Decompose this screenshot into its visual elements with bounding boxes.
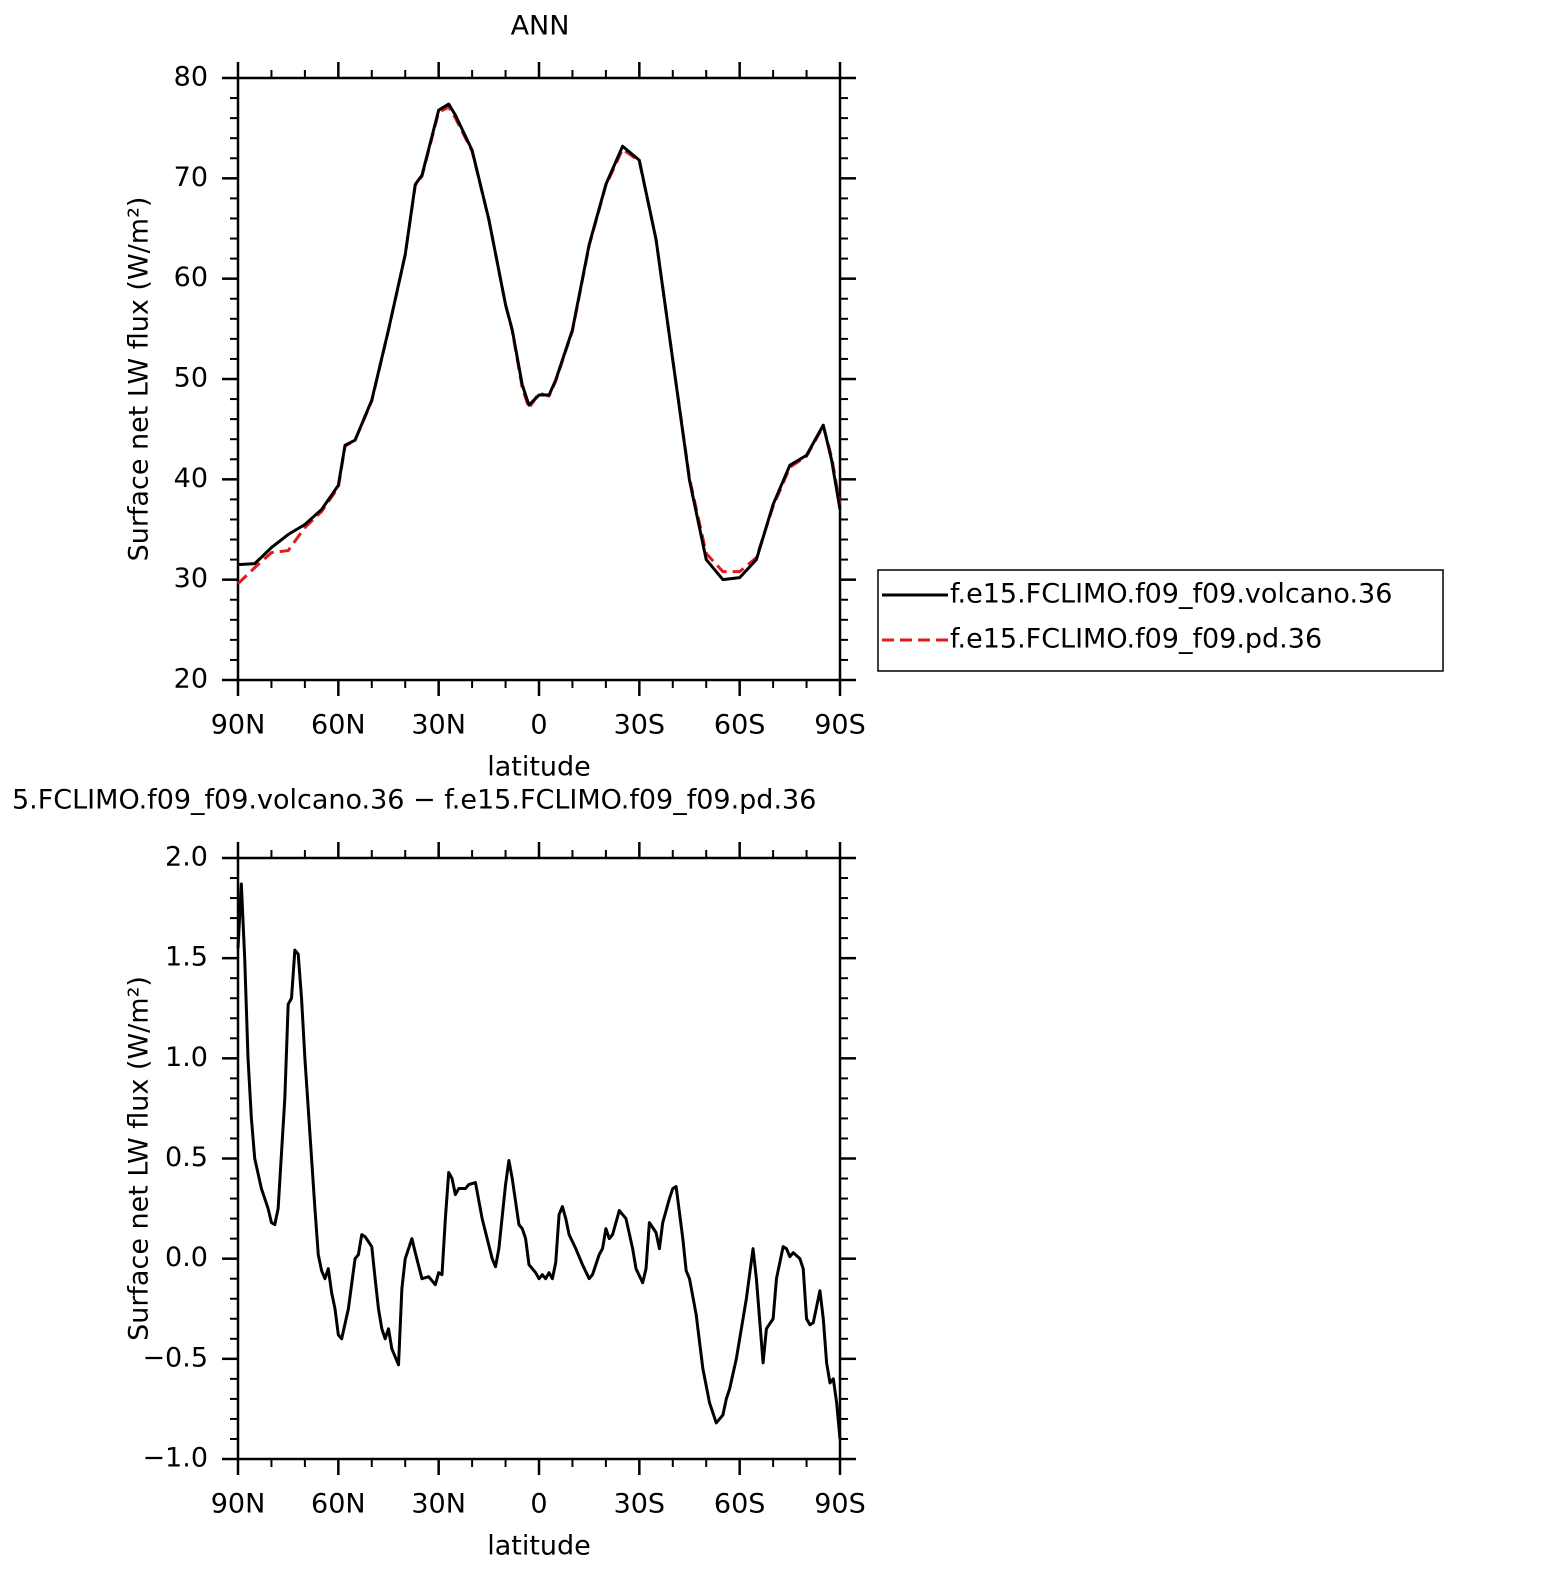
- x-tick-label: 60N: [311, 710, 366, 741]
- y-tick-label: 2.0: [165, 842, 208, 873]
- plot-frame: [236, 76, 842, 682]
- y-tick-label: 1.0: [165, 1042, 208, 1073]
- x-tick-label: 0: [530, 1489, 547, 1520]
- y-tick-label: 50: [174, 363, 208, 394]
- x-tick-label: 30S: [614, 1489, 666, 1520]
- x-tick-label: 90N: [211, 1489, 266, 1520]
- y-tick-label: 30: [174, 563, 208, 594]
- series-line: [237, 102, 842, 582]
- x-tick-label: 60S: [714, 1489, 766, 1520]
- legend-label: f.e15.FCLIMO.f09_f09.pd.36: [950, 624, 1322, 655]
- chart-title: 5.FCLIMO.f09_f09.volcano.36 − f.e15.FCLI…: [12, 785, 816, 816]
- y-tick-label: 0.0: [165, 1242, 208, 1273]
- plot-frame: [236, 856, 842, 1461]
- y-tick-label: −0.5: [142, 1342, 208, 1373]
- y-tick-label: 70: [174, 162, 208, 193]
- series-line: [236, 105, 842, 585]
- chart-title: ANN: [511, 11, 570, 42]
- x-tick-label: 90N: [211, 710, 266, 741]
- y-tick-label: 40: [174, 463, 208, 494]
- x-tick-label: 90S: [814, 710, 866, 741]
- x-tick-label: 60S: [714, 710, 766, 741]
- x-tick-label: 0: [530, 710, 547, 741]
- series-line: [236, 882, 842, 1440]
- legend: f.e15.FCLIMO.f09_f09.volcano.36 f.e15.FCL…: [877, 569, 1444, 672]
- y-tick-label: −1.0: [142, 1443, 208, 1474]
- y-tick-label: 80: [174, 62, 208, 93]
- y-tick-label: 1.5: [165, 942, 208, 973]
- x-axis-label: latitude: [487, 752, 591, 783]
- x-tick-label: 90S: [814, 1489, 866, 1520]
- x-tick-label: 30S: [614, 710, 666, 741]
- y-tick-label: 60: [174, 262, 208, 293]
- x-tick-label: 30N: [411, 1489, 466, 1520]
- x-tick-label: 60N: [311, 1489, 366, 1520]
- y-tick-label: 0.5: [165, 1142, 208, 1173]
- y-axis-label: Surface net LW flux (W/m²): [124, 197, 155, 562]
- legend-box: [877, 569, 1444, 672]
- legend-label: f.e15.FCLIMO.f09_f09.volcano.36: [950, 579, 1392, 610]
- x-axis-label: latitude: [487, 1531, 591, 1562]
- x-tick-label: 30N: [411, 710, 466, 741]
- y-tick-label: 20: [174, 664, 208, 695]
- y-axis-label: Surface net LW flux (W/m²): [124, 976, 155, 1341]
